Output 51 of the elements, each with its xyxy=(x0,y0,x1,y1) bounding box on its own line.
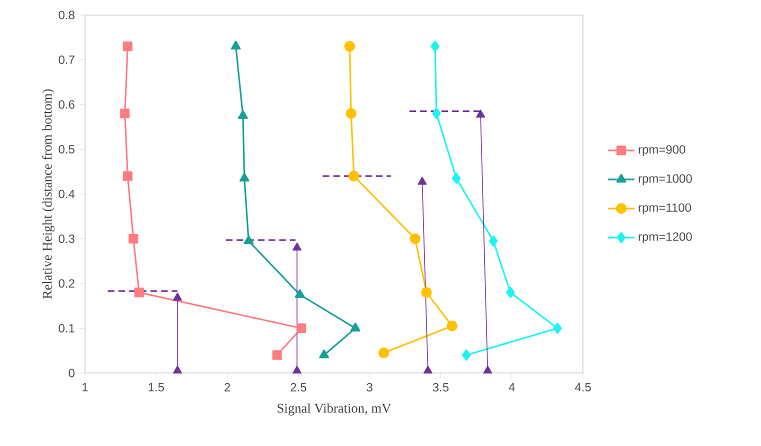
point xyxy=(506,286,515,298)
x-tick-label: 2 xyxy=(224,383,230,392)
point xyxy=(239,172,250,182)
point xyxy=(421,287,432,298)
point xyxy=(319,349,329,358)
point xyxy=(348,170,360,182)
y-tick-label: 0.8 xyxy=(58,10,74,20)
point xyxy=(244,235,254,244)
point xyxy=(410,233,420,244)
x-tick-label: 4.5 xyxy=(574,383,591,392)
x-tick-label: 1.5 xyxy=(148,383,164,392)
point xyxy=(552,322,562,334)
legend-label: rpm=1000 xyxy=(638,174,692,186)
y-tick-label: 0.6 xyxy=(58,100,74,109)
point xyxy=(446,320,458,332)
point xyxy=(430,40,440,52)
point xyxy=(296,323,306,334)
x-tick-label: 3.5 xyxy=(432,383,449,392)
x-tick-label: 4 xyxy=(508,383,515,392)
point xyxy=(122,42,132,52)
point xyxy=(122,171,132,181)
point xyxy=(344,40,355,52)
point xyxy=(294,289,305,298)
y-tick-label: 0.7 xyxy=(58,55,74,64)
x-tick-label: 2.5 xyxy=(290,383,306,392)
x-axis-title: Signal Vibration, mV xyxy=(278,403,392,416)
point xyxy=(120,108,130,118)
x-tick-label: 1 xyxy=(82,383,88,392)
y-tick-label: 0 xyxy=(68,368,74,378)
legend-label: rpm=900 xyxy=(638,145,686,156)
y-tick-label: 0.2 xyxy=(58,279,74,288)
y-axis-title: Relative Height (distance from bottom) xyxy=(42,89,54,299)
point xyxy=(346,108,356,119)
point xyxy=(230,40,241,50)
legend-label: rpm=1200 xyxy=(638,232,692,244)
point xyxy=(128,234,138,244)
y-tick-label: 0.4 xyxy=(58,190,75,198)
point xyxy=(350,322,360,332)
point xyxy=(462,349,471,361)
y-tick-label: 0.1 xyxy=(58,324,74,332)
point xyxy=(432,108,441,120)
point xyxy=(378,348,390,358)
point xyxy=(452,172,461,184)
point xyxy=(238,110,248,119)
point xyxy=(134,288,144,298)
y-tick-label: 0.5 xyxy=(58,144,74,154)
point xyxy=(488,235,498,247)
x-tick-label: 3 xyxy=(366,383,372,392)
y-tick-label: 0.3 xyxy=(58,234,74,243)
point xyxy=(272,350,282,360)
legend-label: rpm=1100 xyxy=(638,203,692,214)
